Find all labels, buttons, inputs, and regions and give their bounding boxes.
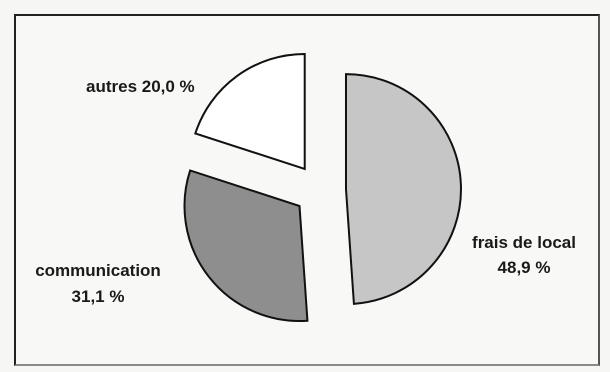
label-frais-de-local-value: 48,9 % <box>498 258 551 277</box>
slice-autres <box>194 52 306 171</box>
slice-communication <box>183 169 309 322</box>
label-autres: autres 20,0 % <box>86 77 195 96</box>
slice-frais-de-local <box>344 73 462 305</box>
label-communication-value: 31,1 % <box>72 287 125 306</box>
label-frais-de-local: frais de local <box>472 233 576 252</box>
label-communication: communication <box>35 261 161 280</box>
